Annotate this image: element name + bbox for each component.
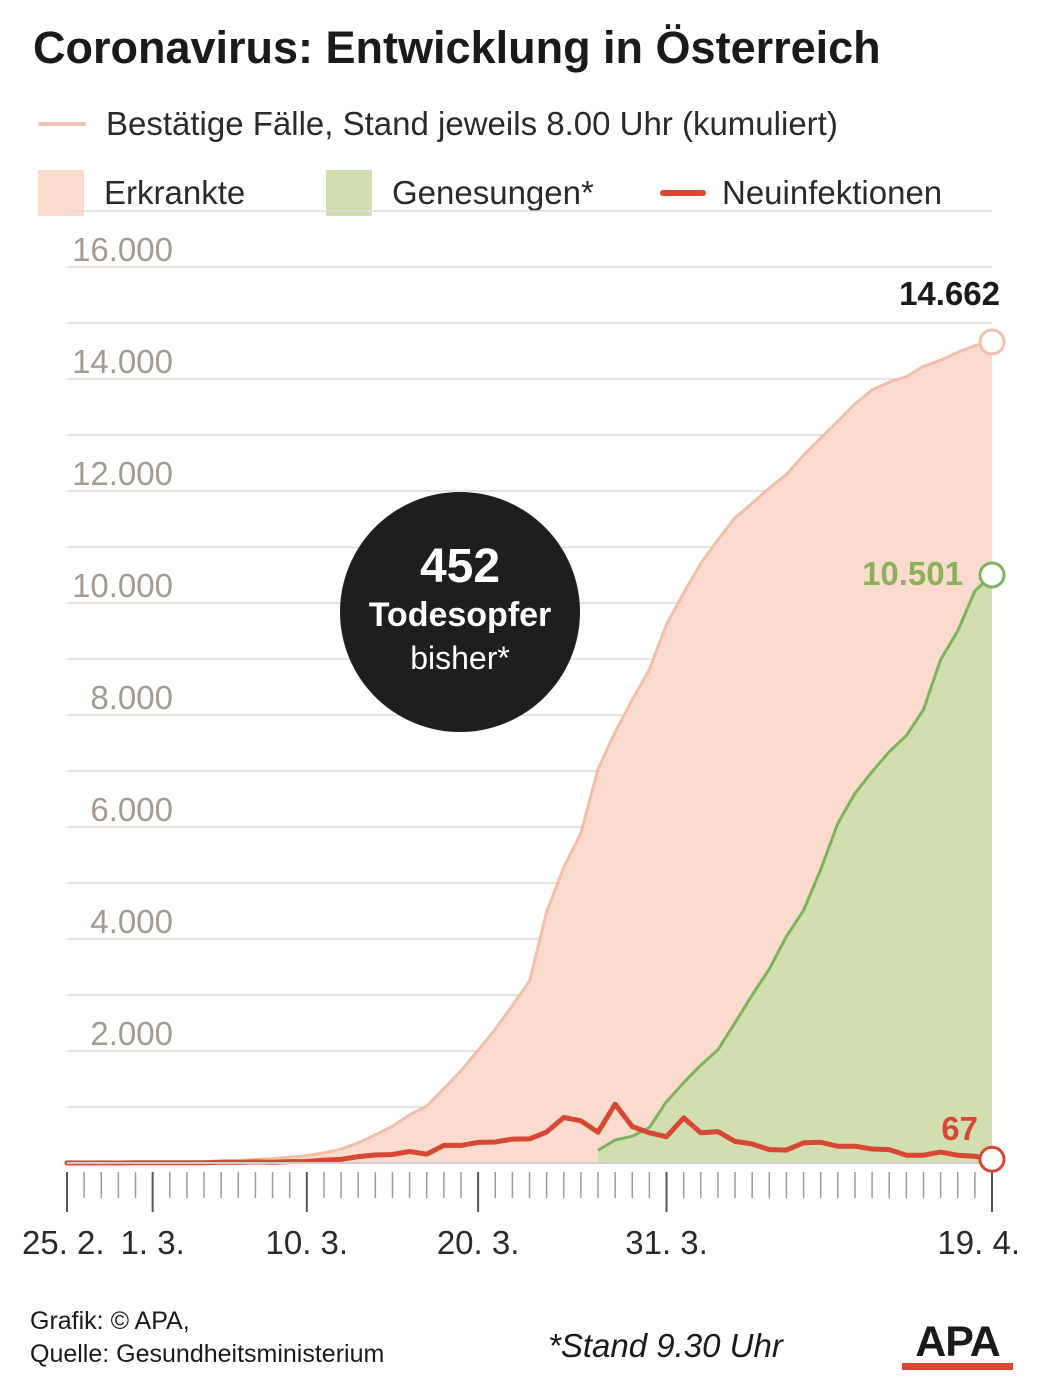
deaths-callout: 452 Todesopfer bisher* [340,492,580,732]
footer-credits: Grafik: © APA, Quelle: Gesundheitsminist… [30,1305,384,1371]
end-label-confirmed: 14.662 [899,275,1000,312]
y-tick-label: 14.000 [72,343,173,380]
x-tick-label: 19. 4. [937,1224,1020,1261]
end-markers [978,328,1006,1173]
legend-item-erkrankte: Erkrankte [38,170,245,216]
legend-item-genesungen: Genesungen* [326,170,594,216]
y-tick-label: 10.000 [72,567,173,604]
legend-item-neuinfektionen: Neuinfektionen [660,170,942,216]
subtitle: Bestätige Fälle, Stand jeweils 8.00 Uhr … [38,102,838,146]
footer-credit: Grafik: © APA, [30,1307,190,1335]
x-tick-label: 31. 3. [625,1224,708,1261]
y-tick-label: 12.000 [72,455,173,492]
y-tick-labels: 2.000 4.000 6.000 8.000 10.000 12.000 14.000 16… [72,231,173,1052]
x-tick-label: 1. 3. [121,1224,185,1261]
legend-swatch-erkrankte [38,170,84,216]
apa-logo-text: APA [915,1318,1001,1366]
y-tick-label: 2.000 [90,1015,173,1052]
footer-source: Quelle: Gesundheitsministerium [30,1340,385,1368]
footnote: *Stand 9.30 Uhr [548,1327,783,1364]
end-label-new-infections: 67 [941,1110,978,1147]
y-tick-label: 4.000 [90,903,173,940]
end-label-recovered: 10.501 [862,555,963,592]
legend: Erkrankte Genesungen* Neuinfektionen [38,170,1018,216]
y-tick-label: 6.000 [90,791,173,828]
legend-label-erkrankte: Erkrankte [104,174,246,211]
callout-line2: bisher* [410,640,510,676]
subtitle-text: Bestätige Fälle, Stand jeweils 8.00 Uhr … [106,105,838,142]
x-tick-label: 10. 3. [266,1224,349,1261]
chart-svg: 2.000 4.000 6.000 8.000 10.000 12.000 14.000 16… [22,210,1020,1261]
callout-line1: Todesopfer [369,596,552,634]
x-axis [66,1162,993,1212]
series-line-genesungen [597,573,994,1152]
callout-number: 452 [420,540,500,593]
x-tick-labels: 25. 2. 1. 3. 10. 3. 20. 3. 31. 3. 19. 4. [22,1224,1020,1261]
callout-circle [340,492,580,732]
end-marker-erkrankte [978,328,1006,356]
legend-swatch-neuinfektionen [660,190,706,196]
x-tick-label: 25. 2. [22,1224,105,1261]
apa-logo-bar [902,1363,1013,1370]
apa-logo: APA [900,1320,1015,1370]
legend-swatch-genesungen [326,170,372,216]
y-tick-label: 16.000 [72,231,173,268]
subtitle-line-marker [38,122,86,126]
legend-label-neuinfektionen: Neuinfektionen [722,174,943,211]
series-areas [67,341,992,1163]
end-marker-neuinfektionen [978,1145,1006,1173]
chart-title: Coronavirus: Entwicklung in Österreich [33,22,881,73]
end-marker-genesungen [978,561,1006,589]
x-tick-label: 20. 3. [437,1224,520,1261]
series-area-genesungen [598,574,992,1163]
y-tick-label: 8.000 [90,679,173,716]
series-area-erkrankte [67,341,992,1163]
legend-label-genesungen: Genesungen* [392,174,594,211]
